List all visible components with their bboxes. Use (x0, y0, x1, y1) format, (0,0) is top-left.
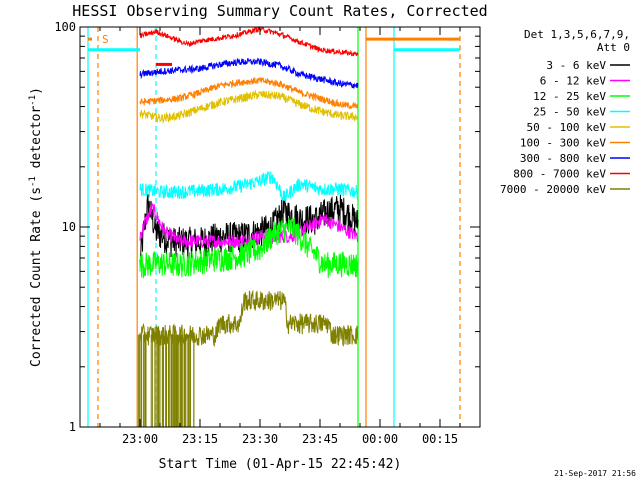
y-axis-label-mid: detector (29, 106, 44, 177)
legend-label-3: 25 - 50 keV (533, 106, 606, 119)
series-5 (139, 76, 359, 110)
series-2 (139, 217, 359, 279)
saa-flag-label: S (102, 33, 109, 46)
y-tick-label-1: 10 (62, 220, 76, 234)
legend-label-2: 12 - 25 keV (533, 90, 606, 103)
y-axis: 1 10 100 (54, 20, 480, 434)
series-line-3 (139, 171, 359, 201)
series-6 (139, 57, 359, 89)
legend-label-0: 3 - 6 keV (546, 59, 606, 72)
y-axis-label-end: ) (29, 87, 44, 95)
y-axis-label-sup1: -1 (28, 176, 38, 187)
chart-title: HESSI Observing Summary Count Rates, Cor… (72, 2, 487, 20)
legend-label-7: 800 - 7000 keV (513, 168, 606, 181)
legend: Det 1,3,5,6,7,9,Att 0 3 - 6 keV 6 - 12 keV… (500, 28, 630, 196)
series-line-2 (139, 217, 359, 279)
y-axis-label-main: Corrected Count Rate (s (29, 187, 44, 367)
series-line-4 (139, 89, 359, 124)
footer-timestamp: 21-Sep-2017 21:56 (554, 469, 636, 478)
legend-label-5: 100 - 300 keV (520, 137, 606, 150)
x-tick-label-0: 23:00 (122, 432, 158, 446)
series-3 (139, 171, 359, 201)
legend-label-8: 7000 - 20000 keV (500, 183, 606, 196)
series-line-6 (139, 57, 359, 89)
x-axis: 23:00 23:15 23:30 23:45 00:00 00:15 (79, 27, 481, 446)
series-line-5 (139, 76, 359, 110)
legend-label-1: 6 - 12 keV (540, 75, 607, 88)
x-tick-label-1: 23:15 (182, 432, 218, 446)
series-line-1 (139, 202, 359, 250)
series-4 (139, 89, 359, 124)
series-line-7 (139, 25, 359, 57)
y-tick-label-0: 1 (69, 420, 76, 434)
y-tick-label-2: 100 (54, 20, 76, 34)
x-axis-label: Start Time (01-Apr-15 22:45:42) (159, 457, 402, 472)
plot-series (137, 25, 359, 427)
series-7 (139, 25, 359, 57)
y-axis-label: Corrected Count Rate (s-1 detector-1) (28, 87, 44, 367)
x-tick-label-3: 23:45 (302, 432, 338, 446)
legend-label-4: 50 - 100 keV (527, 121, 607, 134)
x-tick-label-2: 23:30 (242, 432, 278, 446)
x-tick-label-4: 00:00 (362, 432, 398, 446)
x-tick-label-5: 00:15 (422, 432, 458, 446)
legend-header-1: Att 0 (597, 41, 630, 54)
legend-label-6: 300 - 800 keV (520, 152, 606, 165)
legend-header-0: Det 1,3,5,6,7,9, (524, 28, 630, 41)
series-1 (139, 202, 359, 250)
series-dropouts (137, 334, 195, 427)
y-axis-label-sup2: -1 (28, 95, 38, 106)
